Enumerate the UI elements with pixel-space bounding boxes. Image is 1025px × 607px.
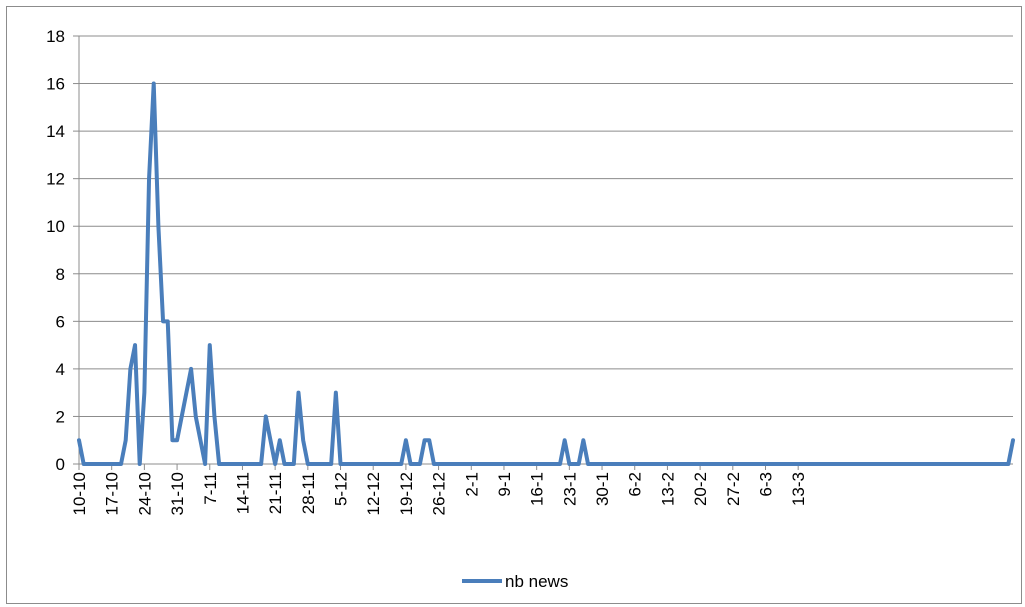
x-tick-label: 24-10	[135, 472, 154, 515]
x-tick-label: 30-1	[593, 472, 612, 506]
y-tick-label: 2	[56, 407, 65, 426]
x-tick-label: 12-12	[364, 472, 383, 515]
y-tick-label: 12	[46, 170, 65, 189]
y-tick-label: 16	[46, 75, 65, 94]
x-tick-label: 6-2	[626, 472, 645, 497]
y-tick-label: 10	[46, 217, 65, 236]
y-tick-labels: 0 2 4 6 8 10 12 14 16 18	[46, 27, 65, 474]
x-tick-label: 17-10	[103, 472, 122, 515]
x-tick-label: 13-3	[789, 472, 808, 506]
x-tick-label: 14-11	[233, 472, 252, 514]
y-tick-label: 8	[56, 265, 65, 284]
x-tick-label: 13-2	[658, 472, 677, 506]
series-layer	[77, 81, 1015, 466]
x-tick-label: 28-11	[299, 472, 318, 514]
y-tick-label: 18	[46, 27, 65, 46]
x-tick-label: 27-2	[724, 472, 743, 506]
x-tick-label: 9-1	[495, 472, 514, 497]
x-tick-label: 2-1	[462, 472, 481, 497]
x-tick-label: 26-12	[430, 472, 449, 515]
x-tick-label: 16-1	[528, 472, 547, 506]
y-tick-label: 4	[56, 360, 65, 379]
y-tick-label: 0	[56, 455, 65, 474]
x-tick-label: 20-2	[691, 472, 710, 506]
x-tick-label: 10-10	[70, 472, 89, 515]
x-tick-label: 5-12	[332, 472, 351, 506]
x-tick-labels: 10-10 17-10 24-10 31-10 7-11 14-11 21-11 28-11 5…	[70, 472, 808, 515]
y-tick-label: 6	[56, 312, 65, 331]
x-tick-label: 6-3	[756, 472, 775, 497]
legend: nb news	[462, 572, 568, 591]
chart-frame	[6, 6, 1022, 604]
gridlines	[79, 35, 1013, 417]
x-tick-label: 23-1	[560, 472, 579, 506]
x-tick-label: 19-12	[397, 472, 416, 515]
y-tick-label: 14	[46, 122, 65, 141]
x-tick-label: 31-10	[168, 472, 187, 515]
x-tick-label: 7-11	[201, 472, 220, 505]
series-line-nb-news	[77, 81, 1015, 466]
x-tick-label: 21-11	[266, 472, 285, 514]
legend-label: nb news	[505, 572, 568, 591]
